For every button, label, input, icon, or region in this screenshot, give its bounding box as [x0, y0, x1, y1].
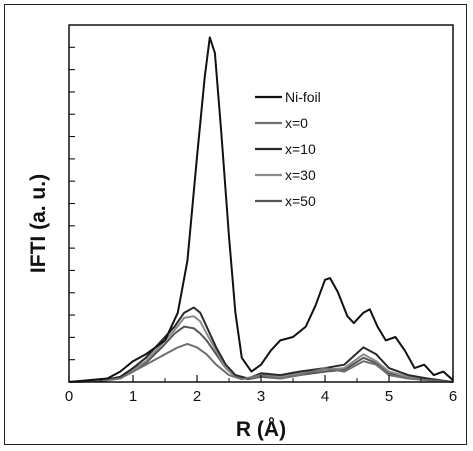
legend-label-x-10: x=10 — [285, 141, 316, 157]
series-line-x-0 — [68, 342, 454, 383]
ift-chart: 0 1 2 3 4 5 6 Ni-foil x=0 x=10 x=30 x=50 R (Å) IFT… — [27, 24, 457, 441]
x-tick-label: 6 — [449, 388, 457, 405]
legend-label-x-30: x=30 — [285, 167, 316, 183]
series-line-x-10 — [68, 306, 454, 383]
y-axis-title: IFTI (a. u.) — [27, 174, 50, 273]
figure-frame: 0 1 2 3 4 5 6 Ni-foil x=0 x=10 x=30 x=50 R (Å) IFT… — [4, 4, 467, 445]
series-line-ni-foil — [68, 36, 454, 383]
series-line-x-30 — [68, 315, 454, 383]
x-tick-label: 4 — [321, 388, 329, 405]
x-tick-label: 3 — [257, 388, 265, 405]
axes: 0 1 2 3 4 5 6 — [65, 24, 457, 405]
x-tick-label: 2 — [193, 388, 201, 405]
plot-area — [68, 36, 454, 383]
x-axis-title: R (Å) — [236, 417, 286, 441]
legend: Ni-foil x=0 x=10 x=30 x=50 — [255, 89, 321, 209]
x-tick-label: 0 — [65, 388, 73, 405]
plot-border — [68, 24, 454, 383]
legend-label-x-50: x=50 — [285, 193, 316, 209]
x-tick-label: 1 — [129, 388, 137, 405]
legend-label-x-0: x=0 — [285, 115, 308, 131]
x-tick-label: 5 — [385, 388, 393, 405]
legend-label-ni-foil: Ni-foil — [285, 89, 321, 105]
